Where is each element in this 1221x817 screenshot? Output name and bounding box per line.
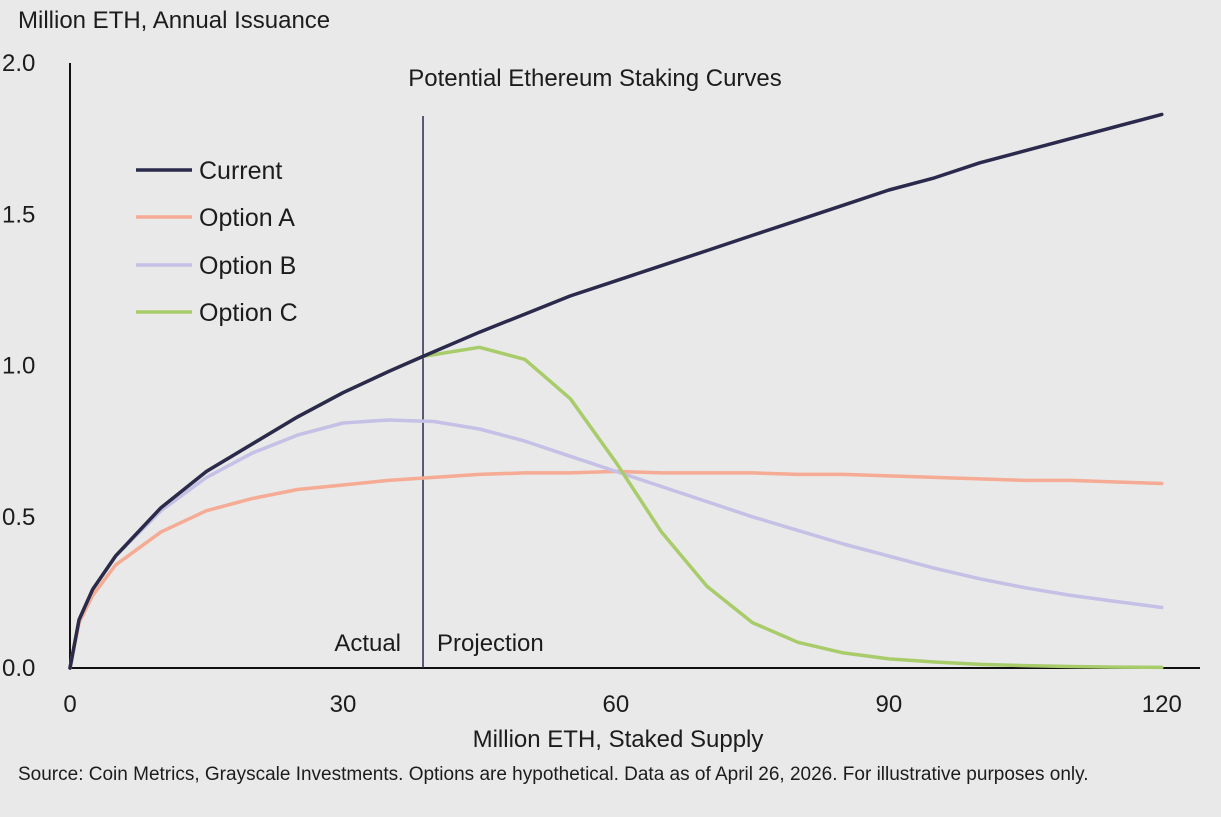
y-tick-label: 1.5 xyxy=(2,201,35,228)
y-axis-label: Million ETH, Annual Issuance xyxy=(18,7,330,34)
legend-label-option-b: Option B xyxy=(199,252,296,280)
series-line-option-b xyxy=(68,418,1164,670)
chart-title: Potential Ethereum Staking Curves xyxy=(408,65,782,92)
source-note: Source: Coin Metrics, Grayscale Investme… xyxy=(18,764,1089,785)
x-tick-label: 30 xyxy=(330,691,357,718)
x-tick-label: 90 xyxy=(876,691,903,718)
actual-label: Actual xyxy=(334,630,401,657)
legend-label-current: Current xyxy=(199,157,282,185)
legend-label-option-a: Option A xyxy=(199,204,295,232)
legend-label-option-c: Option C xyxy=(199,299,298,327)
projection-label: Projection xyxy=(437,630,544,657)
plot-area: 0.0 0.5 1.0 1.5 2.0 0 30 60 90 120 Actual Projectio… xyxy=(2,50,1200,718)
series-line-option-c xyxy=(68,345,1164,670)
x-axis-label: Million ETH, Staked Supply xyxy=(473,726,764,753)
series-line-current xyxy=(68,112,1164,670)
y-tick-label: 0.5 xyxy=(2,504,35,531)
x-tick-label: 60 xyxy=(603,691,630,718)
series-line-option-a xyxy=(68,469,1164,670)
y-tick-label: 1.0 xyxy=(2,353,35,380)
y-tick-label: 0.0 xyxy=(2,655,35,682)
x-tick-label: 0 xyxy=(63,691,76,718)
x-tick-label: 120 xyxy=(1142,691,1182,718)
y-tick-label: 2.0 xyxy=(2,50,35,77)
